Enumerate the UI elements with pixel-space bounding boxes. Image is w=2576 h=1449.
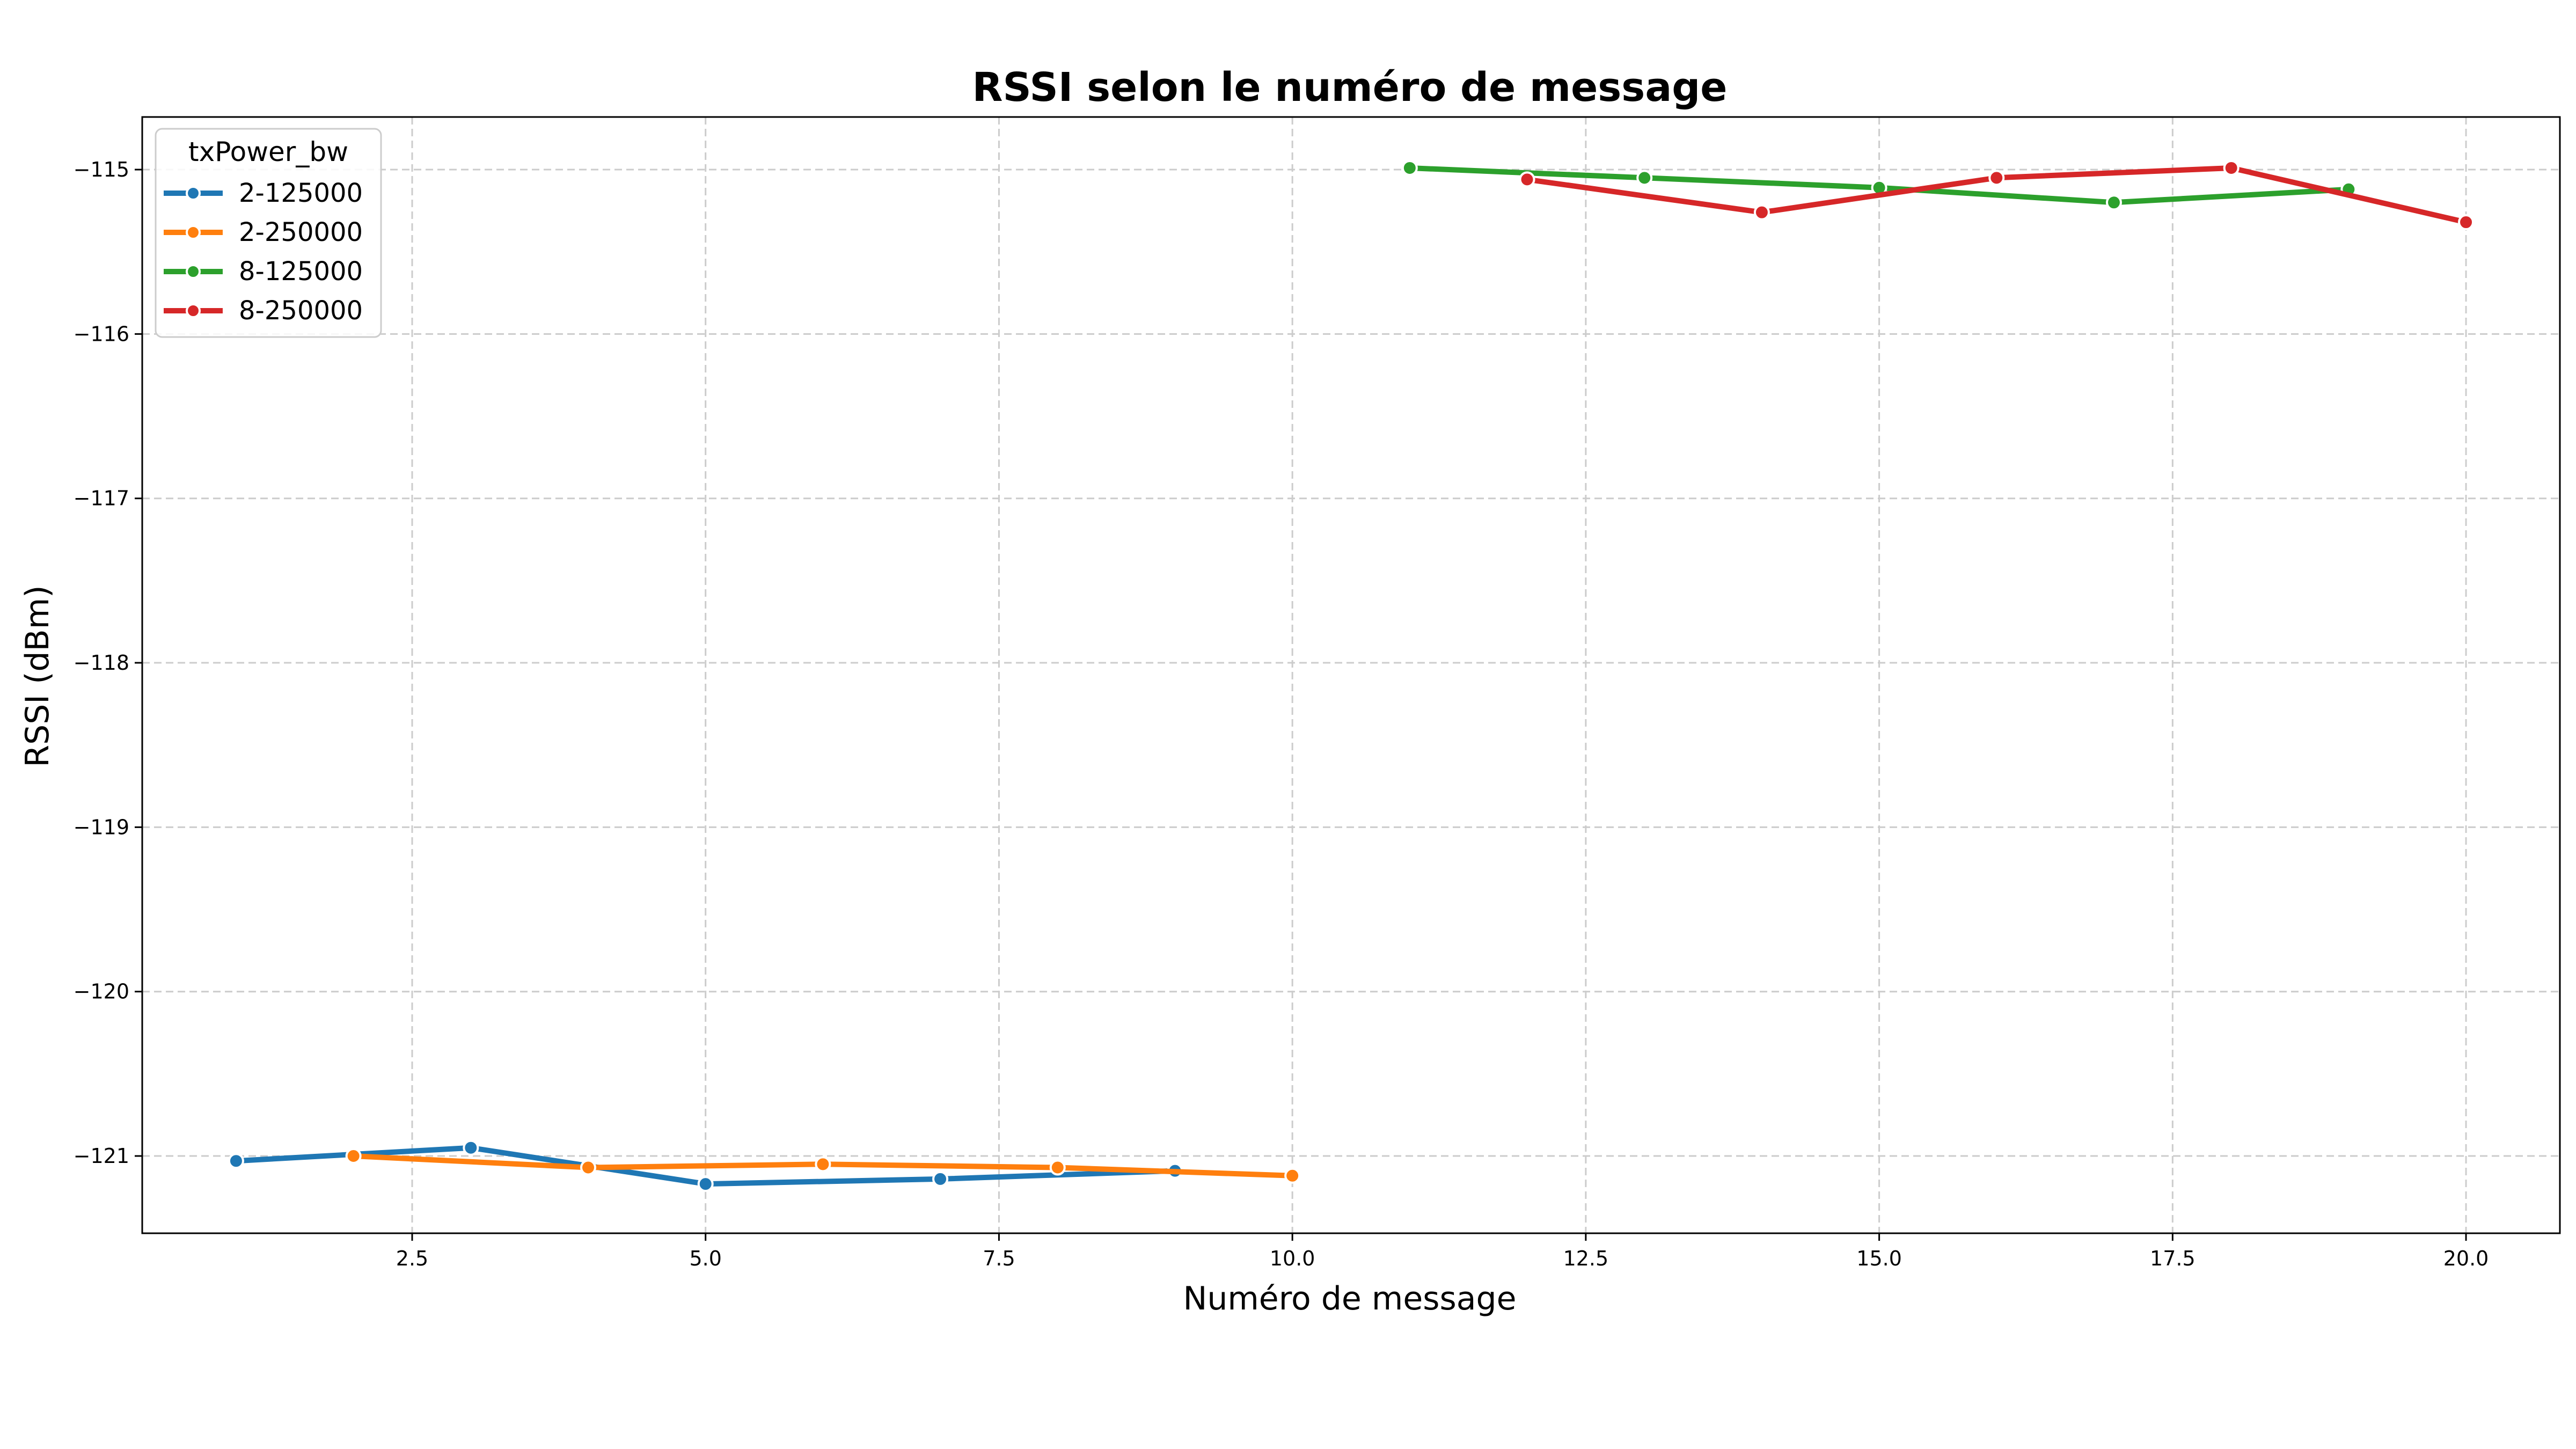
legend-item: 2-250000 (164, 217, 363, 247)
data-point (228, 1153, 244, 1169)
x-tick-label: 10.0 (1270, 1247, 1315, 1270)
legend: txPower_bw 2-125000 2-250000 8-125000 8-2500… (155, 128, 382, 338)
legend-title: txPower_bw (188, 136, 348, 167)
data-point (1519, 171, 1535, 188)
x-tick-label: 17.5 (2150, 1247, 2196, 1270)
data-point (463, 1139, 479, 1156)
legend-item: 8-125000 (164, 257, 363, 287)
x-tick-label: 2.5 (396, 1247, 428, 1270)
data-point (2223, 159, 2240, 176)
legend-marker (186, 264, 201, 279)
legend-label: 2-250000 (239, 217, 363, 247)
data-point (1049, 1159, 1066, 1176)
data-point (1753, 204, 1770, 221)
y-tick-label: −121 (74, 1144, 129, 1168)
legend-item: 8-250000 (164, 296, 363, 326)
data-point (2105, 194, 2122, 211)
data-point (697, 1176, 714, 1192)
data-point (1988, 170, 2005, 186)
x-tick-label: 5.0 (689, 1247, 721, 1270)
legend-marker (186, 186, 201, 201)
x-tick-label: 15.0 (1856, 1247, 1902, 1270)
y-tick-label: −118 (74, 651, 129, 675)
data-point (1401, 159, 1418, 176)
data-point (932, 1170, 949, 1187)
legend-label: 8-250000 (239, 296, 363, 326)
x-tick-label: 20.0 (2443, 1247, 2489, 1270)
y-tick-label: −115 (74, 158, 129, 181)
x-tick-label: 12.5 (1563, 1247, 1609, 1270)
plot-area-frame (141, 116, 2561, 1234)
axes: 2.5 5.0 7.5 10.0 12.5 15.0 17.5 20.0 −115 −116 −11… (74, 158, 2489, 1270)
data-point (580, 1159, 597, 1176)
series-8-250000 (1519, 159, 2475, 231)
data-point (1636, 170, 1653, 186)
legend-item: 2-125000 (164, 178, 363, 208)
y-axis-label: RSSI (dBm) (19, 585, 56, 767)
data-point (2458, 214, 2475, 231)
legend-label: 8-125000 (239, 257, 363, 287)
series-8-125000 (1401, 159, 2357, 211)
legend-marker (186, 225, 201, 240)
y-tick-label: −116 (74, 322, 129, 346)
x-axis-label: Numéro de message (1183, 1280, 1516, 1318)
chart-title: RSSI selon le numéro de message (972, 64, 1728, 111)
legend-marker (186, 303, 201, 318)
x-tick-label: 7.5 (983, 1247, 1015, 1270)
data-point (1284, 1167, 1301, 1184)
legend-label: 2-125000 (239, 178, 363, 208)
y-tick-label: −120 (74, 980, 129, 1004)
y-tick-label: −119 (74, 815, 129, 839)
series-2-250000 (345, 1148, 1301, 1184)
series-layer (228, 159, 2475, 1192)
y-tick-label: −117 (74, 487, 129, 510)
data-point (345, 1148, 362, 1165)
data-point (815, 1156, 831, 1173)
legend-box (155, 128, 382, 338)
grid-lines (142, 117, 2560, 1233)
